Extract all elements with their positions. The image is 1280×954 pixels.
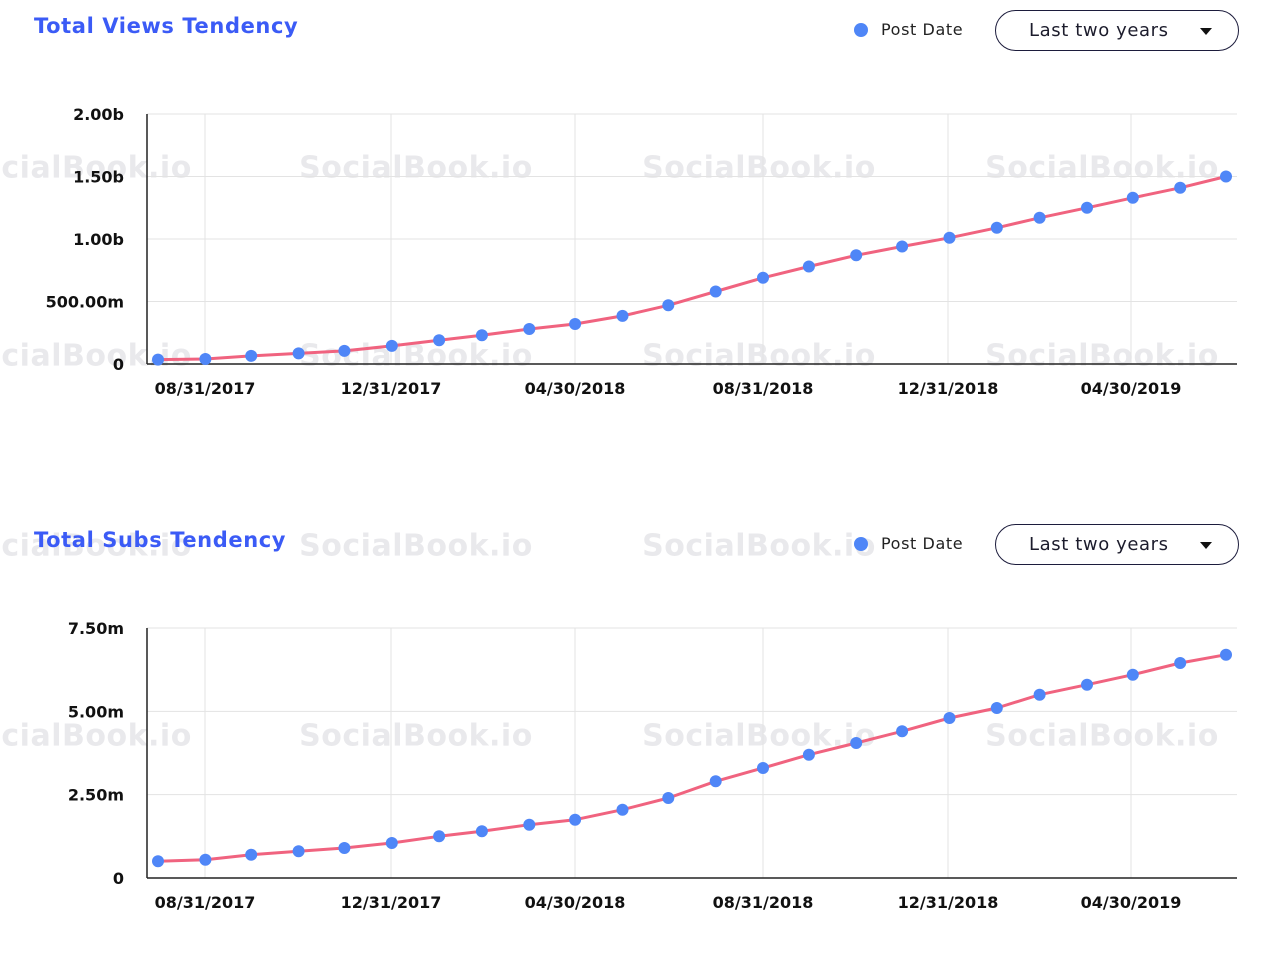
- x-tick-label: 08/31/2017: [155, 379, 256, 398]
- data-point: [990, 221, 1003, 234]
- legend-dot-icon: [854, 22, 868, 37]
- data-point: [385, 837, 398, 849]
- x-tick-label: 12/31/2018: [898, 893, 999, 912]
- data-point: [757, 271, 769, 284]
- data-point: [199, 353, 212, 365]
- views-chart: 0 500.00m 1.00b 1.50b 2.00b 08/31/2017 12/31/2…: [46, 105, 1237, 398]
- x-tick-label: 08/31/2018: [713, 893, 814, 912]
- date-range-value: Last two years: [1029, 20, 1169, 41]
- date-range-select[interactable]: Last two years: [995, 524, 1239, 565]
- data-point: [1174, 181, 1187, 194]
- legend-label: Post Date: [881, 534, 964, 553]
- date-range-select[interactable]: Last two years: [995, 10, 1239, 51]
- y-tick-label: 500.00m: [46, 293, 124, 312]
- data-point: [990, 702, 1003, 714]
- data-point: [757, 762, 769, 774]
- y-tick-label: 5.00m: [68, 702, 124, 721]
- chart-legend[interactable]: Post Date: [854, 20, 963, 39]
- data-point: [1126, 191, 1139, 204]
- data-point: [1126, 668, 1139, 681]
- y-tick-label: 0: [113, 869, 124, 888]
- x-tick-label: 08/31/2017: [155, 893, 256, 912]
- data-point: [1033, 211, 1046, 224]
- data-point: [433, 830, 446, 843]
- data-point: [662, 299, 675, 312]
- y-tick-label: 2.00b: [73, 105, 124, 124]
- y-tick-label: 0: [113, 355, 124, 374]
- data-point: [292, 845, 305, 858]
- data-point: [1081, 201, 1093, 214]
- subs-chart: 0 2.50m 5.00m 7.50m 08/31/2017 12/31/2017 04/3…: [68, 619, 1237, 912]
- data-point: [662, 792, 675, 804]
- data-point: [850, 249, 863, 262]
- chart-legend[interactable]: Post Date: [854, 534, 963, 553]
- data-point: [433, 334, 446, 347]
- data-point: [523, 818, 536, 831]
- data-point: [709, 775, 722, 788]
- data-point: [802, 260, 815, 273]
- y-tick-label: 1.50b: [73, 168, 124, 187]
- data-point: [245, 848, 258, 861]
- data-point: [850, 737, 863, 749]
- date-range-value: Last two years: [1029, 534, 1169, 555]
- views-panel: Total Views Tendency Post Date Last two …: [0, 0, 1280, 440]
- data-point: [896, 725, 909, 738]
- chevron-down-icon: [1200, 542, 1212, 549]
- data-point: [896, 240, 909, 253]
- y-tick-label: 7.50m: [68, 619, 124, 638]
- data-point: [1220, 648, 1232, 661]
- data-point: [802, 748, 815, 761]
- data-point: [943, 712, 956, 724]
- data-point: [943, 231, 956, 244]
- x-tick-label: 04/30/2018: [525, 893, 626, 912]
- data-point: [616, 803, 629, 816]
- data-point: [523, 323, 536, 335]
- y-tick-label: 2.50m: [68, 786, 124, 805]
- data-point: [1220, 170, 1232, 183]
- data-point: [1174, 657, 1187, 669]
- data-point: [152, 353, 164, 366]
- data-point: [245, 349, 258, 362]
- data-point: [475, 329, 488, 342]
- data-point: [475, 825, 488, 838]
- data-point: [292, 347, 305, 360]
- legend-dot-icon: [854, 536, 868, 551]
- x-tick-label: 12/31/2017: [341, 379, 442, 398]
- x-tick-label: 04/30/2019: [1081, 893, 1182, 912]
- legend-label: Post Date: [881, 20, 964, 39]
- data-point: [338, 842, 351, 854]
- data-point: [338, 344, 351, 357]
- panel-title: Total Views Tendency: [34, 14, 299, 38]
- x-tick-label: 08/31/2018: [713, 379, 814, 398]
- series-line: [157, 653, 1227, 863]
- data-point: [569, 813, 582, 826]
- data-point: [1081, 678, 1093, 691]
- data-point: [709, 285, 722, 298]
- x-tick-label: 12/31/2018: [898, 379, 999, 398]
- x-tick-label: 04/30/2019: [1081, 379, 1182, 398]
- panel-title: Total Subs Tendency: [34, 528, 287, 552]
- data-point: [569, 318, 582, 330]
- x-tick-label: 04/30/2018: [525, 379, 626, 398]
- y-tick-label: 1.00b: [73, 230, 124, 249]
- data-point: [152, 855, 164, 868]
- data-point: [616, 309, 629, 322]
- data-point: [385, 339, 398, 352]
- series-line: [157, 175, 1227, 362]
- data-point: [199, 853, 212, 866]
- subs-panel: Total Subs Tendency Post Date Last two y…: [0, 514, 1280, 954]
- x-tick-label: 12/31/2017: [341, 893, 442, 912]
- data-point: [1033, 688, 1046, 701]
- chevron-down-icon: [1200, 28, 1212, 35]
